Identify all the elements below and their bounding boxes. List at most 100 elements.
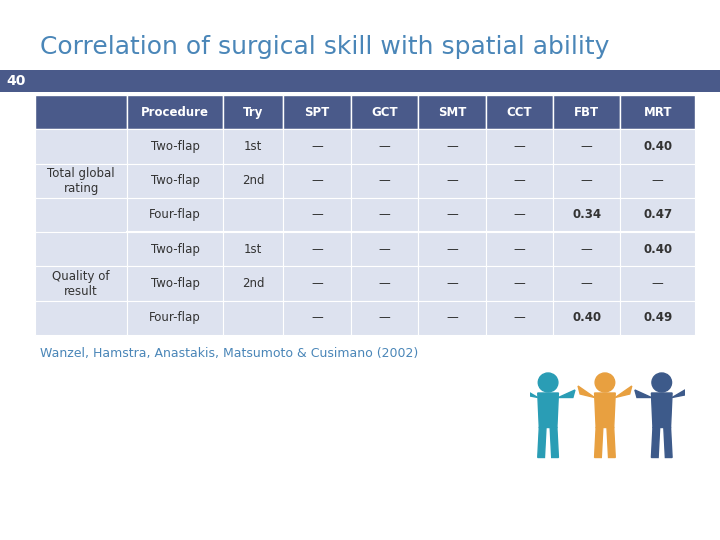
Text: —: — (311, 312, 323, 325)
Bar (284, 266, 351, 301)
Text: —: — (513, 243, 525, 256)
Text: Wanzel, Hamstra, Anastakis, Matsumoto & Cusimano (2002): Wanzel, Hamstra, Anastakis, Matsumoto & … (40, 347, 418, 360)
Bar (284, 232, 351, 266)
Text: Quality of
result: Quality of result (53, 269, 110, 298)
Text: —: — (379, 140, 390, 153)
Bar (223, 164, 284, 198)
Bar (0, 70, 720, 92)
Text: Procedure: Procedure (141, 106, 210, 119)
Text: —: — (311, 174, 323, 187)
Circle shape (539, 373, 558, 392)
Bar (486, 266, 553, 301)
Bar (35, 164, 127, 198)
Bar (621, 129, 695, 164)
Polygon shape (578, 386, 595, 397)
Text: Four-flap: Four-flap (149, 208, 201, 221)
Bar (553, 232, 621, 266)
Bar (284, 95, 351, 129)
Text: Correlation of surgical skill with spatial ability: Correlation of surgical skill with spati… (40, 35, 609, 59)
Text: 0.34: 0.34 (572, 208, 601, 221)
Text: —: — (311, 208, 323, 221)
Bar (223, 95, 284, 129)
Text: —: — (513, 312, 525, 325)
Text: 1st: 1st (244, 243, 262, 256)
Text: Two-flap: Two-flap (150, 140, 199, 153)
Polygon shape (550, 428, 559, 457)
Bar (351, 232, 418, 266)
Bar (0, 70, 32, 92)
Text: Four-flap: Four-flap (149, 312, 201, 325)
Bar (35, 198, 127, 232)
Polygon shape (607, 428, 616, 457)
Text: —: — (379, 208, 390, 221)
Text: —: — (513, 208, 525, 221)
Bar (418, 129, 486, 164)
Text: —: — (446, 312, 458, 325)
Bar (553, 198, 621, 232)
Text: —: — (581, 277, 593, 290)
Bar (621, 232, 695, 266)
Bar (418, 198, 486, 232)
Text: MRT: MRT (644, 106, 672, 119)
Text: 0.40: 0.40 (643, 243, 672, 256)
Bar (553, 301, 621, 335)
Bar (127, 164, 223, 198)
Text: Two-flap: Two-flap (150, 277, 199, 290)
Bar (284, 164, 351, 198)
Bar (351, 266, 418, 301)
Bar (621, 164, 695, 198)
Polygon shape (538, 428, 546, 457)
Bar (223, 301, 284, 335)
Text: —: — (311, 243, 323, 256)
Bar (553, 266, 621, 301)
Bar (284, 129, 351, 164)
Polygon shape (559, 390, 575, 397)
Bar (127, 198, 223, 232)
Text: Two-flap: Two-flap (150, 174, 199, 187)
Bar (486, 164, 553, 198)
Text: —: — (446, 174, 458, 187)
Text: —: — (379, 243, 390, 256)
Text: 0.47: 0.47 (643, 208, 672, 221)
Bar (223, 198, 284, 232)
Bar (127, 232, 223, 266)
Bar (127, 266, 223, 301)
Bar (223, 266, 284, 301)
Bar (284, 198, 351, 232)
Bar (418, 301, 486, 335)
Bar (127, 95, 223, 129)
Polygon shape (635, 390, 652, 397)
Text: 0.40: 0.40 (572, 312, 601, 325)
Bar (621, 198, 695, 232)
Text: SMT: SMT (438, 106, 466, 119)
Text: —: — (513, 174, 525, 187)
Bar (486, 95, 553, 129)
Text: —: — (513, 277, 525, 290)
Bar (553, 129, 621, 164)
Text: 0.40: 0.40 (643, 140, 672, 153)
Text: —: — (581, 174, 593, 187)
Text: Total global
rating: Total global rating (48, 167, 115, 195)
Bar (223, 232, 284, 266)
Text: —: — (446, 277, 458, 290)
Text: SPT: SPT (305, 106, 330, 119)
Text: —: — (446, 208, 458, 221)
Text: —: — (513, 140, 525, 153)
Text: —: — (379, 277, 390, 290)
Text: —: — (581, 140, 593, 153)
Text: FBT: FBT (575, 106, 599, 119)
Bar (418, 95, 486, 129)
Bar (418, 164, 486, 198)
Bar (621, 95, 695, 129)
Text: 2nd: 2nd (242, 277, 264, 290)
Text: —: — (446, 140, 458, 153)
Bar (486, 198, 553, 232)
Text: —: — (311, 277, 323, 290)
Bar (486, 232, 553, 266)
Bar (486, 129, 553, 164)
Bar (351, 198, 418, 232)
Text: —: — (379, 174, 390, 187)
Text: CCT: CCT (507, 106, 532, 119)
Bar (553, 95, 621, 129)
Bar (284, 301, 351, 335)
